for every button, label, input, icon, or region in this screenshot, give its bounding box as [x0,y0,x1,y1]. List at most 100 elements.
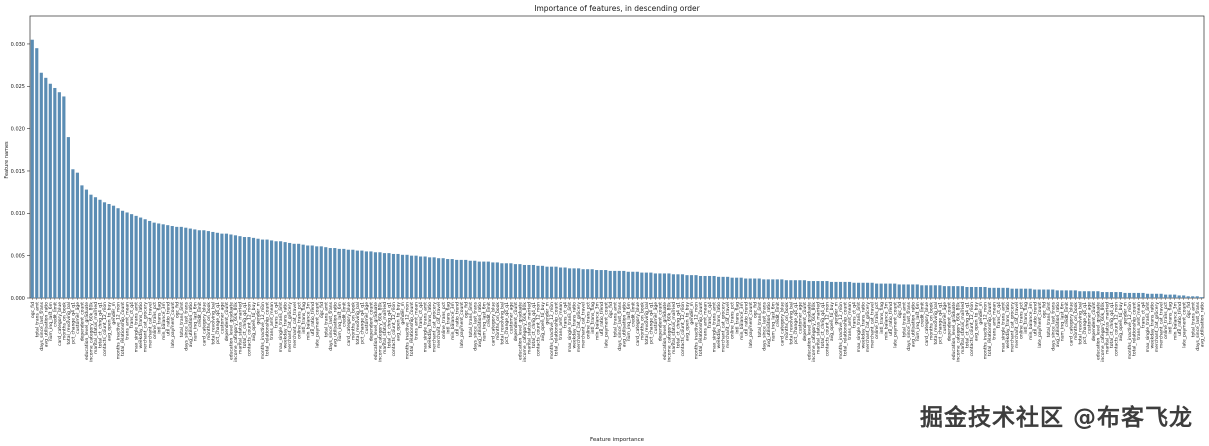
bar [279,241,283,298]
x-tick-label: min_balance_3m [450,302,456,340]
x-tick-label: gender_m [400,302,406,325]
bar [242,237,247,298]
bar [351,249,355,298]
bar [861,282,865,298]
bar [829,281,834,298]
bar [956,286,960,298]
bar [798,280,802,298]
x-tick-label: marital_status_married [93,302,99,354]
x-tick-label: total_ct_chng_q4_q1 [1109,302,1115,348]
x-tick-label: min_balance_3m [739,302,745,340]
bar [694,275,698,298]
bar [373,252,378,298]
plot-frame [29,15,1205,299]
bar [884,283,888,298]
bar [486,261,490,298]
x-tick-label: days_since_last_trans [617,301,623,350]
x-tick-label: trans_amt_mean [269,302,275,340]
bar [446,259,450,298]
bar [1069,290,1073,298]
bar [473,260,477,298]
bar [260,239,265,298]
x-tick-label: ogc_fid [30,302,36,318]
bar [739,277,743,298]
bar [680,274,685,298]
bar [256,238,260,298]
x-tick-label: income_category_60k_80k [378,302,384,362]
y-ticks-group: 0.000 0.005 0.010 0.015 0.020 0.025 0.030 [11,42,30,302]
chart-title: Importance of features, in descending or… [534,4,700,13]
x-tick-label: card_category_blue [779,302,785,346]
x-tick-label: online_trans_pct [1019,302,1025,339]
x-tick-label: min_balance_3m [161,302,167,340]
bar [726,276,730,298]
x-tick-label: days_since_last_trans [906,301,912,350]
bar [631,271,635,298]
bar [707,275,712,298]
x-tick-label: total_trans_amt [179,302,185,337]
x-tick-label: num_inq_last_6m [915,302,921,341]
bar [247,237,251,298]
x-tick-label: util_ratio_trend [454,302,460,336]
x-tick-label: credit_limit [630,302,636,327]
x-tick-label: marital_status_married [527,302,533,354]
x-tick-label: education_level_graduate [518,302,524,360]
bar [775,279,779,298]
bar [676,274,680,298]
bar [482,261,486,298]
x-tick-label: merchant_cat_travel [870,302,876,348]
x-tick-label: avg_open_to_buy [974,302,980,341]
bar [757,278,761,298]
x-tick-label: trans_ct_q4 [1141,302,1147,328]
x-tick-label: marital_status_married [960,302,966,354]
x-tick-label: total_ct_chng_q4_q1 [965,302,971,348]
x-tick-label: util_ratio_trend [165,302,171,336]
bar [166,225,170,298]
x-tick-label: months_inactive_12_mon [838,302,844,359]
x-tick-label: months_inactive_12_mon [1127,302,1133,359]
bar [229,234,233,298]
bar [1114,292,1118,298]
x-tick-label: months_on_book [495,302,501,340]
bar [80,185,84,298]
x-tick-label: late_payment_count [314,302,320,348]
bar [428,257,432,298]
bar [1182,295,1186,298]
x-tick-label: credit_limit [1064,302,1070,327]
bar [387,253,391,298]
x-tick-label: intl_trans_flag [879,302,885,334]
bar [184,227,188,298]
bar [793,280,797,298]
bar [1159,293,1163,298]
bar [771,279,775,298]
x-tick-label: trans_amt_mean [125,302,131,340]
x-tick-label: weekday_trans_ratio [572,302,578,349]
x-tick-label: contacts_count_12_mon [102,302,108,356]
x-tick-label: education_level_graduate [229,302,235,360]
bar [1200,297,1204,298]
x-tick-label: total_revolving_bal [210,302,216,344]
x-tick-label: late_payment_count [603,302,609,348]
bar [762,279,766,298]
x-tick-label: merchant_cat_travel [725,302,731,348]
x-tick-label: weekday_trans_ratio [138,302,144,349]
x-tick-label: income_category_60k_80k [522,302,528,362]
x-tick-label: months_inactive_12_mon [549,302,555,359]
bar [89,194,93,298]
bar [712,275,716,298]
bar [409,255,414,298]
x-tick-label: late_payment_count [1037,302,1043,348]
bar [396,253,400,298]
bar [649,272,653,298]
x-tick-label: total_revolving_bal [1077,302,1083,344]
bar [920,285,924,298]
x-tick-label: ogc_fid [1186,302,1192,318]
bar [139,217,143,298]
bar [924,285,928,298]
bar [951,286,955,298]
bar [825,281,829,298]
bar [983,286,987,298]
bar [635,271,639,298]
x-tick-label: months_on_book [206,302,212,340]
x-tick-label: online_trans_pct [1163,302,1169,339]
